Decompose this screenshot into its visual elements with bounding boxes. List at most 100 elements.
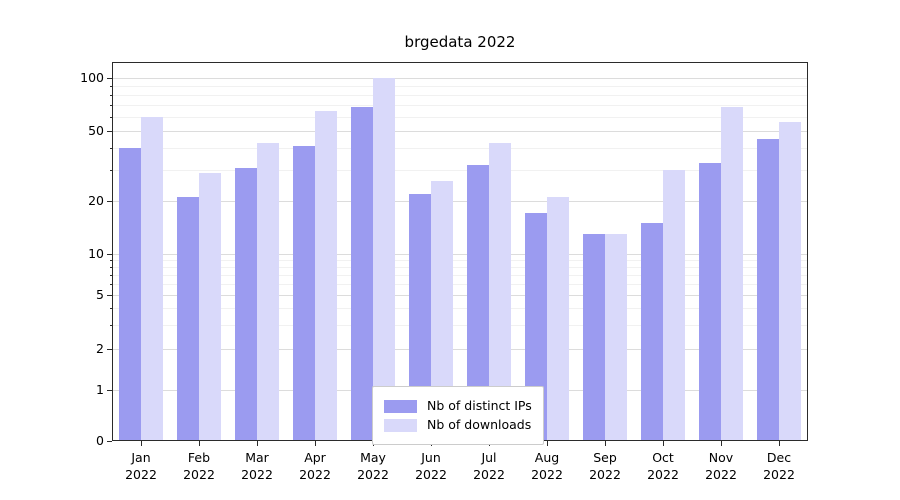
legend: Nb of distinct IPs Nb of downloads <box>372 386 544 445</box>
y-minor-tick <box>110 260 112 262</box>
y-tick <box>107 390 112 392</box>
minor-gridline <box>112 117 808 119</box>
bar-downloads <box>199 173 221 441</box>
bar-distinct-ips <box>467 165 489 441</box>
x-tick-label: Jun 2022 <box>415 450 447 482</box>
legend-row: Nb of distinct IPs <box>384 398 532 414</box>
y-tick <box>107 441 112 442</box>
bar-downloads <box>721 107 743 441</box>
y-tick <box>107 254 112 256</box>
bar-downloads <box>257 143 279 441</box>
y-tick <box>107 349 112 351</box>
minor-gridline <box>112 105 808 107</box>
y-minor-tick <box>110 95 112 97</box>
x-tick-label: Jan 2022 <box>125 450 157 482</box>
bar-distinct-ips <box>293 146 315 441</box>
minor-gridline <box>112 170 808 172</box>
minor-gridline <box>112 284 808 286</box>
bar-distinct-ips <box>525 213 547 441</box>
y-tick-label: 0 <box>96 433 104 448</box>
legend-label: Nb of distinct IPs <box>427 398 532 413</box>
chart-title: brgedata 2022 <box>404 33 516 51</box>
y-minor-tick <box>110 308 112 310</box>
legend-patch <box>384 399 417 413</box>
bar-distinct-ips <box>409 194 431 441</box>
bar-downloads <box>663 170 685 441</box>
x-tick-label: Mar 2022 <box>241 450 273 482</box>
x-tick <box>199 441 200 446</box>
gridline <box>112 295 808 297</box>
minor-gridline <box>112 308 808 310</box>
x-tick-label: May 2022 <box>357 450 389 482</box>
bar-distinct-ips <box>177 197 199 441</box>
y-minor-tick <box>110 325 112 327</box>
y-tick-label: 2 <box>96 341 104 357</box>
y-minor-tick <box>110 148 112 150</box>
bar-downloads <box>489 143 511 441</box>
bar-distinct-ips <box>583 234 605 441</box>
gridline <box>112 201 808 203</box>
minor-gridline <box>112 260 808 262</box>
plot-area <box>112 62 808 441</box>
bar-distinct-ips <box>757 139 779 441</box>
minor-gridline <box>112 86 808 88</box>
y-tick-label: 100 <box>80 70 104 85</box>
y-tick <box>107 201 112 203</box>
minor-gridline <box>112 325 808 327</box>
y-minor-tick <box>110 105 112 107</box>
x-tick <box>605 441 606 446</box>
minor-gridline <box>112 148 808 150</box>
y-tick-label: 5 <box>96 287 104 303</box>
x-tick-label: Jul 2022 <box>473 450 505 482</box>
bar-downloads <box>141 117 163 441</box>
legend-row: Nb of downloads <box>384 417 532 433</box>
y-minor-tick <box>110 117 112 119</box>
x-tick-label: Apr 2022 <box>299 450 331 482</box>
legend-label: Nb of downloads <box>427 417 532 432</box>
x-tick-label: Sep 2022 <box>589 450 621 482</box>
gridline <box>112 78 808 79</box>
bar-downloads <box>605 234 627 441</box>
y-minor-tick <box>110 275 112 277</box>
x-tick <box>141 441 142 446</box>
y-minor-tick <box>110 170 112 172</box>
minor-gridline <box>112 267 808 269</box>
bar-downloads <box>547 197 569 441</box>
bar-downloads <box>779 122 801 441</box>
x-tick-label: Oct 2022 <box>647 450 679 482</box>
minor-gridline <box>112 275 808 277</box>
bar-distinct-ips <box>351 107 373 441</box>
y-tick-label: 1 <box>96 382 104 398</box>
x-tick <box>547 441 548 446</box>
y-tick-label: 10 <box>88 246 104 262</box>
y-tick <box>107 130 112 132</box>
bar-distinct-ips <box>235 168 257 441</box>
legend-patch <box>384 418 417 432</box>
x-tick-label: Feb 2022 <box>183 450 215 482</box>
bar-distinct-ips <box>119 148 141 441</box>
x-tick <box>315 441 316 446</box>
minor-gridline <box>112 95 808 97</box>
y-tick <box>107 78 112 79</box>
x-tick-label: Dec 2022 <box>763 450 795 482</box>
bar-downloads <box>315 111 337 441</box>
bar-distinct-ips <box>699 163 721 441</box>
x-tick <box>779 441 780 446</box>
y-minor-tick <box>110 267 112 269</box>
bar-downloads <box>373 78 395 441</box>
bar-downloads <box>431 181 453 441</box>
y-minor-tick <box>110 86 112 88</box>
y-tick-label: 50 <box>88 122 104 138</box>
y-tick <box>107 295 112 297</box>
bar-distinct-ips <box>641 223 663 441</box>
y-tick-label: 20 <box>88 193 104 209</box>
x-tick <box>721 441 722 446</box>
x-tick <box>257 441 258 446</box>
x-tick-label: Aug 2022 <box>531 450 563 482</box>
y-minor-tick <box>110 284 112 286</box>
x-tick-label: Nov 2022 <box>705 450 737 482</box>
gridline <box>112 130 808 132</box>
gridline <box>112 254 808 256</box>
gridline <box>112 349 808 351</box>
